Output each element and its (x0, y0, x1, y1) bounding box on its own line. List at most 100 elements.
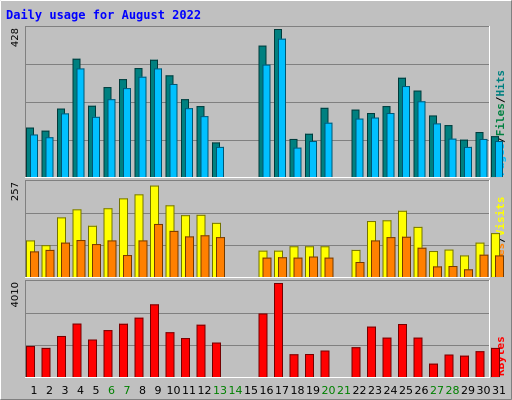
bar-fill (309, 256, 318, 277)
x-tick-label-day-3: 3 (62, 384, 69, 397)
x-tick-label-day-28: 28 (446, 384, 460, 397)
bar-fill (371, 240, 380, 277)
bar-fill (119, 198, 128, 277)
x-tick-label-day-26: 26 (415, 384, 429, 397)
series-axis-label-part: / (494, 96, 507, 103)
bar-fill (61, 113, 69, 177)
bar-sites-day-24 (386, 237, 396, 277)
bar-kbytes-day-4 (72, 323, 82, 377)
bar-fill (216, 146, 224, 177)
x-tick-label-day-8: 8 (139, 384, 146, 397)
bar-fill (460, 255, 469, 277)
bar-sites-day-23 (371, 240, 380, 277)
x-tick-label-day-10: 10 (167, 384, 181, 397)
x-tick-label-day-21: 21 (337, 384, 351, 397)
bar-fill (76, 68, 85, 177)
bar-fill (402, 236, 411, 277)
bar-sites-day-22 (355, 262, 365, 277)
bar-fill (475, 351, 485, 377)
bar-fill (30, 251, 39, 277)
bar-fill (185, 108, 193, 177)
x-tick-label-day-1: 1 (31, 384, 38, 397)
bar-fill (138, 76, 147, 177)
bar-fill (278, 257, 287, 277)
bar-fill (382, 337, 392, 377)
bar-fill (26, 346, 35, 377)
bar-sites-day-9 (154, 223, 163, 277)
bar-fill (448, 266, 458, 277)
bar-fill (491, 233, 500, 277)
bar-kbytes-day-25 (398, 324, 407, 377)
bar-kbytes-day-18 (289, 354, 299, 377)
bar-sites-day-16 (262, 257, 272, 277)
bar-fill (413, 337, 423, 377)
x-tick-label-day-19: 19 (306, 384, 320, 397)
bar-files-day-16 (262, 64, 271, 177)
bar-fill (258, 313, 268, 377)
bar-fill (274, 283, 283, 377)
bar-fill (444, 249, 454, 277)
bar-fill (169, 83, 178, 177)
bar-fill (92, 244, 101, 277)
bar-fill (305, 354, 314, 377)
bar-files-day-1 (30, 134, 38, 177)
bar-sites-day-18 (293, 257, 303, 277)
bar-files-day-6 (107, 99, 116, 177)
bar-files-day-24 (386, 113, 395, 177)
x-tick-label-day-18: 18 (291, 384, 305, 397)
bar-files-day-20 (324, 122, 333, 177)
bar-fill (61, 242, 70, 277)
bar-fill (88, 339, 97, 377)
x-tick-label-day-14: 14 (229, 384, 243, 397)
bar-sites-day-11 (185, 236, 194, 277)
bar-fill (324, 257, 334, 277)
bar-sites-day-28 (448, 266, 458, 277)
x-tick-label-day-24: 24 (384, 384, 398, 397)
bar-sites-day-3 (61, 242, 70, 277)
bar-fill (123, 255, 132, 277)
bar-fill (464, 146, 472, 177)
bar-sites-day-7 (123, 255, 132, 277)
bar-files-day-22 (355, 118, 364, 177)
bar-fill (398, 324, 407, 377)
bar-kbytes-day-13 (212, 342, 221, 377)
bar-fill (107, 99, 116, 177)
bar-fill (200, 116, 209, 177)
bar-kbytes-day-23 (367, 326, 376, 377)
bar-fill (262, 64, 271, 177)
series-axis-label-part: Visits (494, 197, 507, 237)
x-tick-label-day-29: 29 (461, 384, 475, 397)
bar-fill (76, 240, 86, 277)
bar-kbytes-day-24 (382, 337, 392, 377)
bar-fill (138, 240, 148, 277)
bar-kbytes-day-29 (460, 355, 469, 377)
bar-kbytes-day-27 (429, 363, 438, 377)
panel-background (25, 280, 490, 378)
bar-fill (103, 330, 113, 377)
bar-fill (309, 141, 317, 177)
bar-kbytes-day-12 (196, 324, 206, 377)
panel-hits_files_pages: 428Pages/Files/Hits (10, 26, 507, 178)
chart-panels: 428Pages/Files/Hits257Sites/Visits4010KB… (10, 26, 507, 378)
bar-kbytes-day-26 (413, 337, 423, 377)
bar-fill (386, 113, 395, 177)
bar-fill (216, 237, 225, 277)
bar-fill (45, 137, 54, 177)
x-axis-labels: 1 2 3 4 5 6 7 8 9 10 11 12 13 14 15 16 17 18 19 20 21 22 23 24 2… (31, 384, 507, 397)
bar-fill (212, 342, 221, 377)
bar-fill (57, 335, 66, 377)
bar-fill (324, 122, 333, 177)
bar-fill (169, 230, 179, 277)
bar-fill (134, 194, 144, 277)
bar-fill (460, 355, 469, 377)
x-tick-label-day-31: 31 (492, 384, 506, 397)
bar-kbytes-day-16 (258, 313, 268, 377)
bar-fill (371, 117, 379, 177)
bar-fill (150, 304, 159, 377)
bar-files-day-12 (200, 116, 209, 177)
bar-visits-day-29 (460, 255, 469, 277)
bar-fill (351, 347, 361, 377)
bar-kbytes-day-6 (103, 330, 113, 377)
bar-fill (41, 347, 51, 377)
